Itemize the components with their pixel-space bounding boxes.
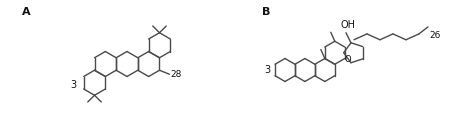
Text: O: O — [345, 55, 351, 64]
Text: B: B — [262, 7, 270, 17]
Text: 26: 26 — [429, 31, 440, 40]
Text: A: A — [22, 7, 31, 17]
Text: OH: OH — [341, 20, 356, 30]
Text: 3: 3 — [70, 80, 76, 90]
Text: 28: 28 — [171, 70, 182, 79]
Text: 3: 3 — [264, 65, 270, 75]
